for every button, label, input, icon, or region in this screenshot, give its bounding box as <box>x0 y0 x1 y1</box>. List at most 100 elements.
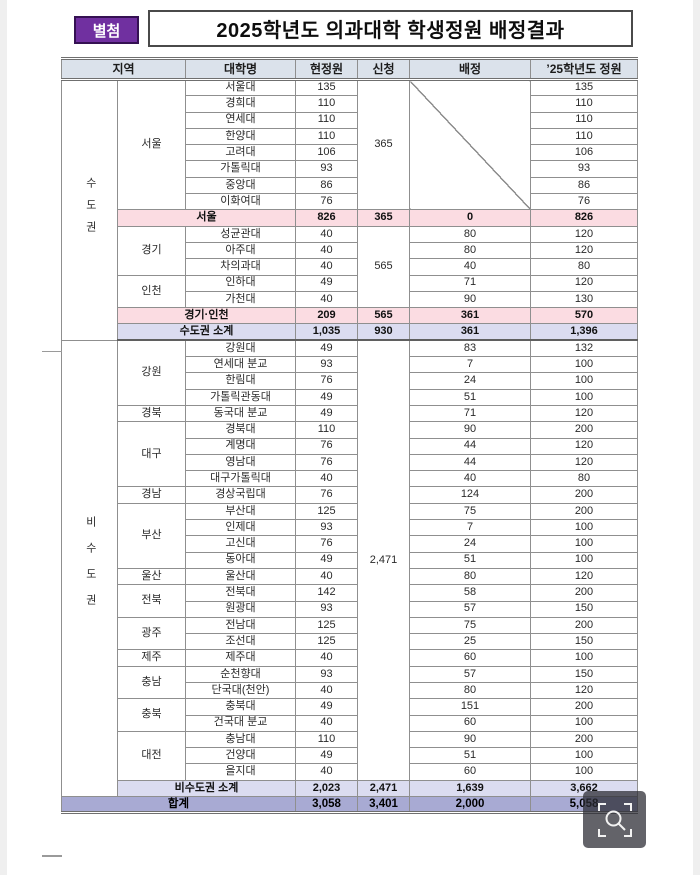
province-cell: 강원 <box>117 339 186 406</box>
univ-name-cell: 전남대 <box>185 616 296 635</box>
table-row: 고신대 76 24 100 <box>62 535 638 553</box>
univ-name-cell: 부산대 <box>185 502 296 521</box>
univ-name-cell: 충북대 <box>185 698 296 716</box>
table-row: 부산 부산대 125 75 200 <box>62 502 638 569</box>
allocated-cell: 25 <box>409 633 531 651</box>
applied-cell: 565 <box>357 307 410 325</box>
current-cell: 2,023 <box>295 779 358 798</box>
quota25-cell: 120 <box>530 437 638 455</box>
quota25-cell: 110 <box>530 95 638 113</box>
quota25-cell: 80 <box>530 470 638 488</box>
table-row: 경기 성균관대 40 565 80 120 <box>62 225 638 309</box>
current-cell: 110 <box>295 421 358 439</box>
current-cell: 93 <box>295 356 358 374</box>
table-row: 인천 인하대 49 71 120 <box>62 274 638 309</box>
allocated-cell: 57 <box>409 665 531 683</box>
table-row: 대구 경북대 110 90 200 <box>62 421 638 488</box>
region-group-capital-cell: 수도권 <box>61 79 118 341</box>
univ-name-cell: 건국대 분교 <box>185 714 296 732</box>
quota25-cell: 130 <box>530 290 638 309</box>
allocated-cell: 151 <box>409 698 531 716</box>
current-cell: 49 <box>295 274 358 292</box>
current-cell: 76 <box>295 372 358 390</box>
subtotal-row-capital: 수도권 소계 1,035 930 361 1,396 <box>62 323 638 342</box>
current-cell: 40 <box>295 470 358 488</box>
current-cell: 49 <box>295 404 358 423</box>
allocated-cell: 0 <box>409 209 531 227</box>
quota25-cell: 200 <box>530 616 638 635</box>
quota25-cell: 200 <box>530 698 638 716</box>
province-cell: 부산 <box>117 502 186 569</box>
allocated-cell: 75 <box>409 502 531 521</box>
current-cell: 40 <box>295 290 358 309</box>
current-cell: 49 <box>295 698 358 716</box>
allocated-cell: 60 <box>409 649 531 667</box>
current-cell: 826 <box>295 209 358 227</box>
quota25-cell: 150 <box>530 633 638 651</box>
univ-name-cell: 건양대 <box>185 747 296 765</box>
province-cell: 경기 <box>117 225 186 276</box>
quota25-cell: 826 <box>530 209 638 227</box>
univ-name-cell: 중앙대 <box>185 176 296 195</box>
province-cell: 제주 <box>117 649 186 667</box>
table-row: 광주 전남대 125 75 200 <box>62 616 638 651</box>
region-group-noncapital-cell: 비수도권 <box>61 339 118 798</box>
univ-name-cell: 연세대 분교 <box>185 356 296 374</box>
allocated-cell: 40 <box>409 258 531 276</box>
current-cell: 93 <box>295 519 358 537</box>
univ-name-cell: 서울대 <box>185 78 296 97</box>
current-cell: 110 <box>295 127 358 146</box>
quota25-cell: 150 <box>530 665 638 683</box>
current-cell: 1,035 <box>295 323 358 342</box>
quota25-cell: 120 <box>530 681 638 700</box>
allocated-cell: 80 <box>409 681 531 700</box>
quota25-cell: 76 <box>530 193 638 211</box>
bottom-border-overrun <box>42 855 62 857</box>
univ-name-cell: 울산대 <box>185 567 296 586</box>
current-cell: 142 <box>295 584 358 602</box>
province-cell: 울산 <box>117 567 186 586</box>
current-cell: 40 <box>295 649 358 667</box>
quota25-cell: 110 <box>530 111 638 129</box>
current-cell: 49 <box>295 339 358 358</box>
allocated-cell: 71 <box>409 274 531 292</box>
applied-merged-noncapital-cell: 2,471 <box>357 339 410 781</box>
image-zoom-button[interactable] <box>583 791 646 848</box>
allocated-cell: 60 <box>409 714 531 732</box>
table-row: 아주대 40 80 120 <box>62 241 638 260</box>
table-row: 중앙대 86 86 <box>62 176 638 195</box>
province-cell: 충남 <box>117 665 186 700</box>
quota25-cell: 110 <box>530 127 638 146</box>
quota25-cell: 106 <box>530 144 638 162</box>
univ-name-cell: 고신대 <box>185 535 296 553</box>
subtotal-row-gyeonggi-incheon: 경기·인천 209 565 361 570 <box>62 307 638 325</box>
allocated-cell: 80 <box>409 225 531 243</box>
col-header-region: 지역 <box>61 58 186 81</box>
applied-cell: 3,401 <box>357 796 410 814</box>
current-cell: 209 <box>295 307 358 325</box>
table-row: 조선대 125 25 150 <box>62 633 638 651</box>
univ-name-cell: 가톨릭관동대 <box>185 388 296 406</box>
current-cell: 40 <box>295 241 358 260</box>
allocated-cell: 51 <box>409 388 531 406</box>
univ-name-cell: 성균관대 <box>185 225 296 243</box>
province-cell: 충북 <box>117 698 186 732</box>
allocated-cell: 40 <box>409 470 531 488</box>
table-row: 한양대 110 110 <box>62 127 638 146</box>
province-cell: 경북 <box>117 404 186 423</box>
allocated-cell: 124 <box>409 486 531 504</box>
allocated-cell: 71 <box>409 404 531 423</box>
table-row: 이화여대 76 76 <box>62 193 638 211</box>
applied-cell: 930 <box>357 323 410 342</box>
table-row: 충남 순천향대 93 57 150 <box>62 665 638 700</box>
univ-name-cell: 차의과대 <box>185 258 296 276</box>
current-cell: 76 <box>295 453 358 472</box>
quota25-cell: 100 <box>530 372 638 390</box>
quota25-cell: 100 <box>530 519 638 537</box>
univ-name-cell: 제주대 <box>185 649 296 667</box>
subtotal-label: 수도권 소계 <box>117 323 296 342</box>
current-cell: 40 <box>295 714 358 732</box>
quota25-cell: 120 <box>530 274 638 292</box>
quota25-cell: 100 <box>530 535 638 553</box>
